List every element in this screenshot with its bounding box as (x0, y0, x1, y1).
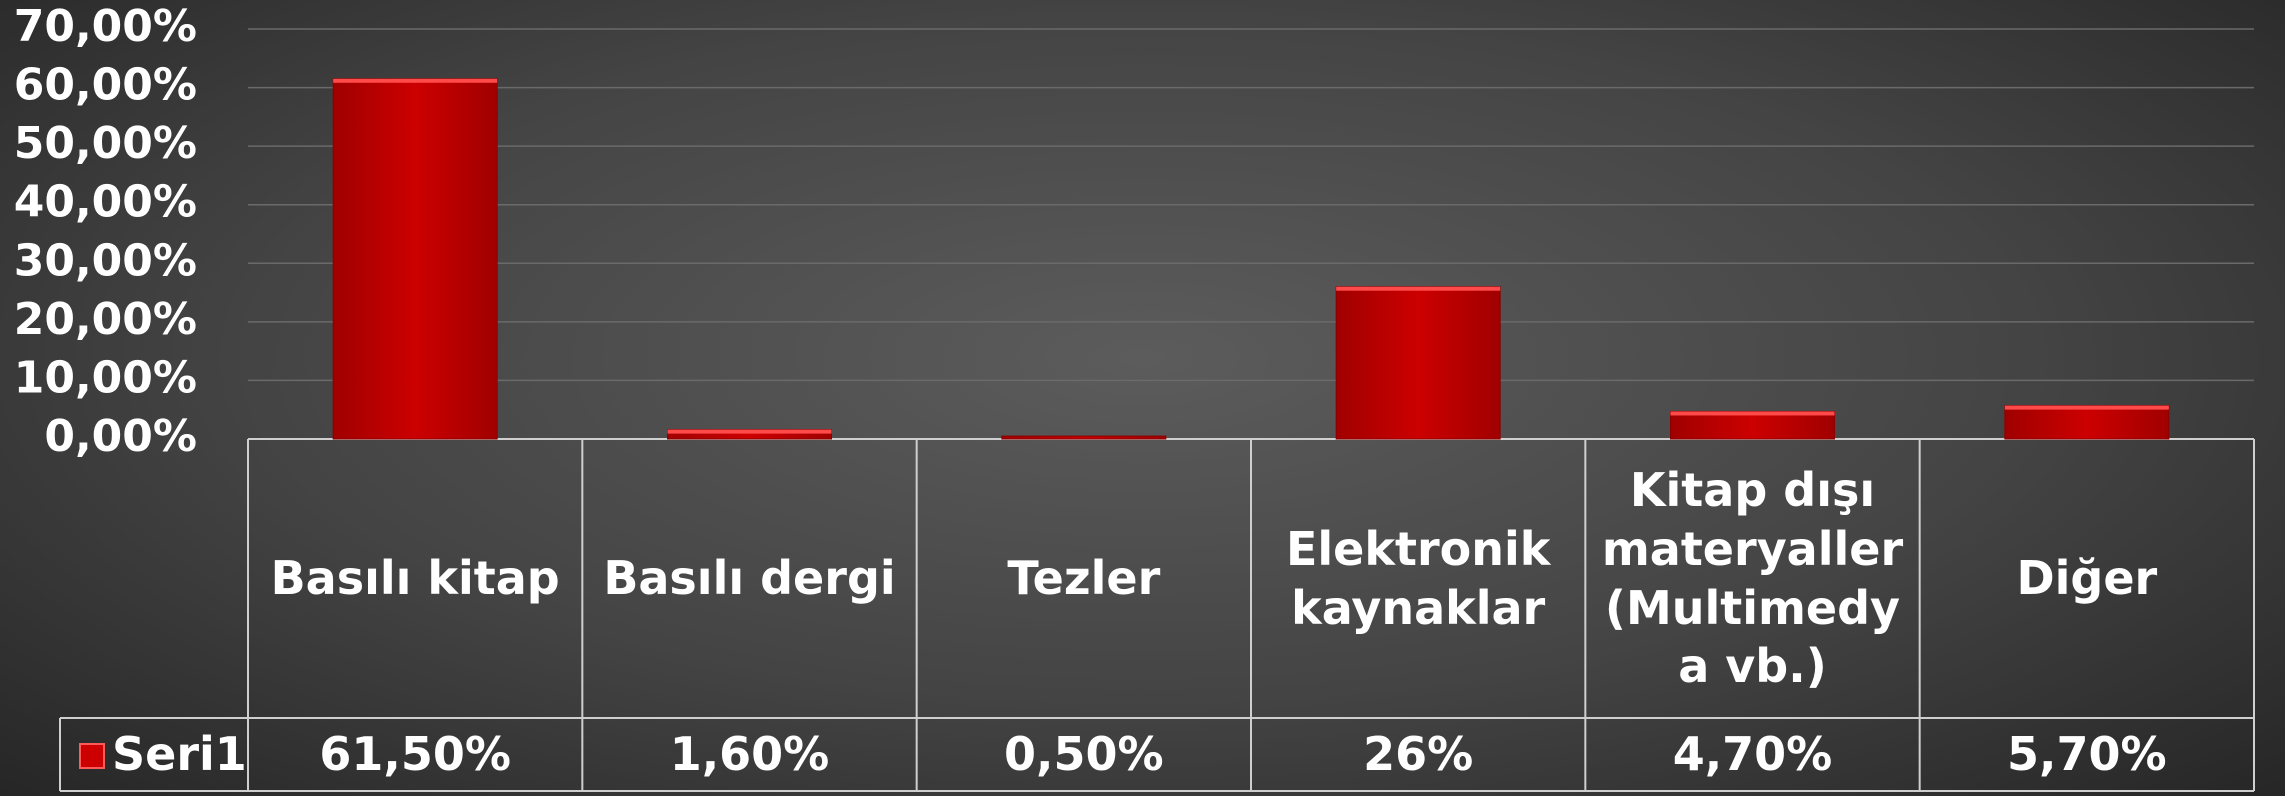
value-label: 0,50% (1004, 727, 1164, 782)
bar (1670, 410, 1835, 440)
value-label: 61,50% (319, 727, 511, 782)
bar (332, 78, 498, 440)
bar-highlight (1336, 286, 1501, 291)
bar (2004, 405, 2170, 440)
bar (1335, 286, 1501, 440)
y-tick-label: 40,00% (14, 177, 197, 228)
value-label: 1,60% (669, 727, 830, 782)
y-tick-label: 70,00% (14, 1, 197, 52)
category-label: Basılı kitap (270, 551, 560, 606)
bar (1001, 435, 1167, 440)
category-label: Tezler (1007, 551, 1161, 606)
y-tick-label: 50,00% (14, 118, 197, 169)
category-label: Elektronik kaynaklar (1285, 521, 1551, 635)
value-label: 26% (1363, 727, 1474, 782)
bar-highlight (2004, 405, 2169, 410)
category-label: Kitap dışı materyaller (Multimedya vb.) (1601, 462, 1904, 694)
y-tick-label: 10,00% (14, 352, 197, 403)
y-tick-label: 20,00% (14, 294, 197, 345)
y-tick-label: 0,00% (44, 411, 197, 462)
category-label: Diğer (2016, 551, 2158, 606)
value-label: 4,70% (1672, 727, 1833, 782)
value-label: 5,70% (2007, 727, 2167, 782)
bar-highlight (333, 78, 498, 83)
category-label: Basılı dergi (603, 551, 896, 606)
legend-swatch (79, 743, 105, 769)
bar-highlight (667, 429, 832, 434)
legend-label: Seri1 (112, 727, 247, 782)
y-tick-label: 60,00% (14, 60, 197, 111)
y-tick-label: 30,00% (14, 235, 197, 286)
bar-highlight (1670, 411, 1835, 416)
